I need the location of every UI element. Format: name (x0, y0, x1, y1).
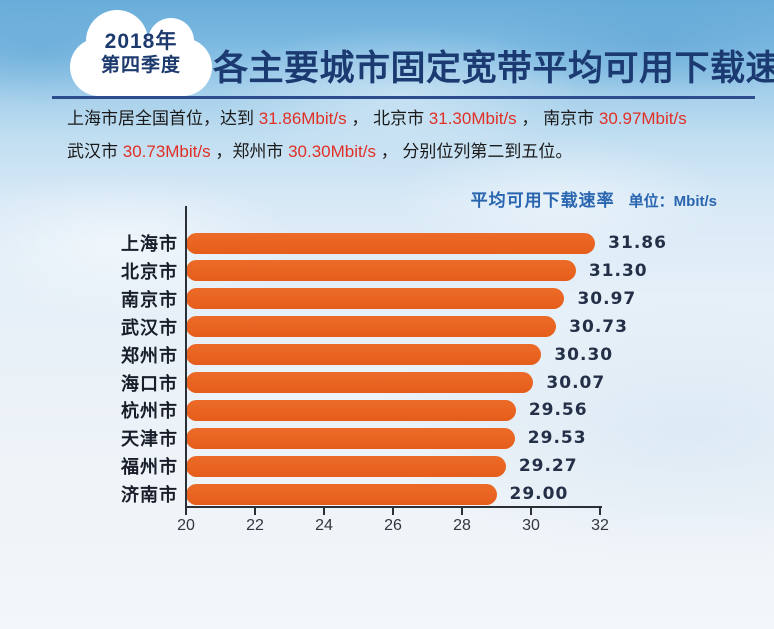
bar-track: 29.53 (186, 424, 746, 452)
bar-track: 29.27 (186, 452, 746, 480)
bar (186, 316, 557, 338)
city-label: 郑州市 (121, 345, 178, 366)
bar-track: 30.97 (186, 285, 746, 313)
chart-row: 济南市 29.00 (0, 480, 774, 508)
intro-text: ， 北京市 (346, 109, 429, 128)
cloud-shape (70, 10, 212, 96)
intro-text: 武汉市 (67, 142, 123, 161)
chart-row: 北京市 31.30 (0, 257, 774, 285)
intro-line: 武汉市 30.73Mbit/s ，郑州市 30.30Mbit/s ， 分别位列第… (67, 135, 747, 168)
bar (186, 288, 565, 310)
chart-row: 上海市 31.86 (0, 229, 774, 257)
bar-value-label: 31.86 (608, 233, 667, 253)
intro-text: ， 分别位列第二到五位。 (375, 142, 573, 161)
badge-quarter: 第四季度 (100, 55, 181, 76)
bar-track: 29.56 (186, 396, 746, 424)
quarter-cloud-badge: 2018年 第四季度 (70, 8, 212, 96)
chart-row: 天津市 29.53 (0, 424, 774, 452)
intro-value-red: 30.97Mbit/s (598, 109, 687, 128)
city-label: 福州市 (121, 457, 178, 478)
bar-value-label: 29.53 (527, 428, 587, 449)
x-tick-label: 32 (591, 517, 609, 534)
title-divider (52, 96, 755, 99)
intro-value-red: 31.30Mbit/s (428, 109, 517, 128)
bar-value-label: 29.56 (528, 400, 588, 421)
intro-text: ，郑州市 (210, 142, 289, 161)
x-tick-mark (599, 508, 601, 515)
intro-value-red: 30.73Mbit/s (122, 142, 211, 161)
bar-value-label: 31.30 (588, 260, 648, 281)
city-label: 北京市 (121, 261, 178, 282)
chart-row: 海口市 30.07 (0, 369, 774, 397)
x-tick-label: 20 (177, 517, 195, 534)
intro-paragraph: 上海市居全国首位，达到 31.86Mbit/s ， 北京市 31.30Mbit/… (67, 102, 747, 168)
x-tick-label: 24 (315, 517, 333, 534)
chart-row: 福州市 29.27 (0, 452, 774, 480)
y-axis-line (185, 206, 187, 508)
quarter-badge-text: 2018年 第四季度 (70, 30, 212, 78)
bar (186, 483, 497, 505)
bar (186, 455, 506, 477)
bar (186, 427, 515, 449)
bar-track: 29.00 (186, 480, 746, 508)
bar-track: 31.30 (186, 257, 746, 285)
chart-row: 杭州市 29.56 (0, 396, 774, 424)
x-tick-mark (323, 508, 325, 515)
chart-row: 南京市 30.97 (0, 285, 774, 313)
bar (186, 232, 596, 254)
bar-value-label: 30.97 (577, 288, 637, 309)
bar-track: 30.73 (186, 313, 746, 341)
intro-text: ， 南京市 (516, 109, 599, 128)
chart-row: 郑州市 30.30 (0, 341, 774, 369)
bar-value-label: 29.27 (518, 456, 578, 477)
bar-track: 30.07 (186, 369, 746, 397)
bar (186, 372, 534, 393)
x-tick-mark (530, 508, 532, 515)
page-title: 各主要城市固定宽带平均可用下载速率 (213, 49, 774, 88)
city-label: 济南市 (121, 485, 178, 506)
chart-legend: 平均可用下载速率 单位：Mbit/s (471, 186, 717, 211)
bar-track: 30.30 (186, 341, 746, 369)
bar-value-label: 30.73 (569, 316, 628, 337)
x-tick-mark (185, 508, 187, 515)
x-tick-label: 26 (384, 517, 402, 534)
bar-chart: 上海市 31.86 北京市 31.30 南京市 30.97 武汉市 30.73 郑州市 30.30… (0, 229, 774, 508)
bar (186, 399, 516, 421)
x-tick-mark (254, 508, 256, 515)
intro-value-red: 30.30Mbit/s (288, 142, 376, 161)
x-tick-label: 30 (522, 517, 540, 534)
legend-label: 平均可用下载速率 (470, 191, 615, 210)
badge-year: 2018年 (104, 30, 178, 53)
chart-row: 武汉市 30.73 (0, 313, 774, 341)
x-tick-mark (392, 508, 394, 515)
bar (186, 344, 542, 366)
city-label: 海口市 (121, 373, 178, 394)
x-tick-mark (461, 508, 463, 515)
x-axis-line (185, 506, 602, 508)
city-label: 天津市 (121, 429, 178, 450)
city-label: 杭州市 (121, 401, 178, 422)
intro-line: 上海市居全国首位，达到 31.86Mbit/s ， 北京市 31.30Mbit/… (67, 102, 747, 135)
city-label: 上海市 (121, 234, 178, 254)
city-label: 武汉市 (121, 317, 178, 338)
bar (186, 260, 576, 282)
bar-value-label: 30.30 (554, 344, 614, 365)
x-tick-label: 28 (453, 517, 471, 534)
bar-track: 31.86 (186, 229, 746, 257)
bar-value-label: 30.07 (546, 372, 606, 393)
intro-text: 上海市居全国首位，达到 (67, 109, 259, 128)
intro-value-red: 31.86Mbit/s (258, 109, 347, 128)
x-tick-label: 22 (246, 517, 264, 534)
city-label: 南京市 (121, 289, 178, 310)
bar-value-label: 29.00 (509, 484, 569, 505)
legend-unit: 单位：Mbit/s (628, 193, 717, 210)
